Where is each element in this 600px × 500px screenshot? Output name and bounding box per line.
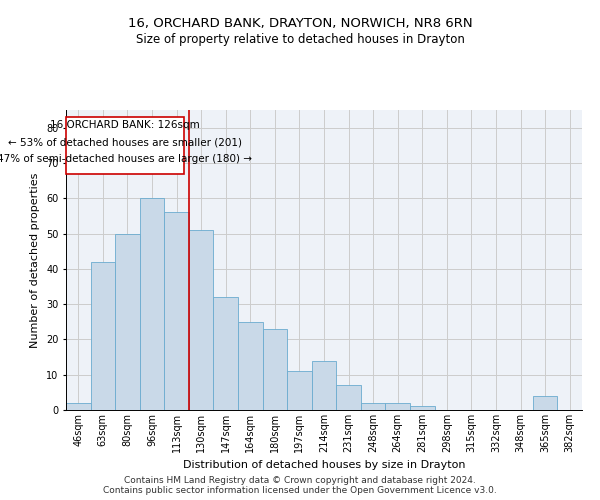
Text: 16, ORCHARD BANK, DRAYTON, NORWICH, NR8 6RN: 16, ORCHARD BANK, DRAYTON, NORWICH, NR8 … — [128, 18, 472, 30]
Text: Size of property relative to detached houses in Drayton: Size of property relative to detached ho… — [136, 32, 464, 46]
Bar — [287, 371, 312, 410]
Bar — [361, 403, 385, 410]
Text: Contains HM Land Registry data © Crown copyright and database right 2024.: Contains HM Land Registry data © Crown c… — [124, 476, 476, 485]
Bar — [214, 297, 238, 410]
X-axis label: Distribution of detached houses by size in Drayton: Distribution of detached houses by size … — [183, 460, 465, 470]
Bar — [263, 329, 287, 410]
Bar — [385, 403, 410, 410]
Y-axis label: Number of detached properties: Number of detached properties — [31, 172, 40, 348]
Bar — [164, 212, 189, 410]
Bar — [533, 396, 557, 410]
Bar — [115, 234, 140, 410]
Bar — [336, 386, 361, 410]
Bar — [410, 406, 434, 410]
Text: Contains public sector information licensed under the Open Government Licence v3: Contains public sector information licen… — [103, 486, 497, 495]
Bar — [66, 403, 91, 410]
Bar — [312, 360, 336, 410]
Bar — [189, 230, 214, 410]
Text: ← 53% of detached houses are smaller (201): ← 53% of detached houses are smaller (20… — [8, 137, 242, 147]
Text: 47% of semi-detached houses are larger (180) →: 47% of semi-detached houses are larger (… — [0, 154, 253, 164]
Text: 16 ORCHARD BANK: 126sqm: 16 ORCHARD BANK: 126sqm — [50, 120, 200, 130]
Bar — [91, 262, 115, 410]
Bar — [140, 198, 164, 410]
Bar — [238, 322, 263, 410]
